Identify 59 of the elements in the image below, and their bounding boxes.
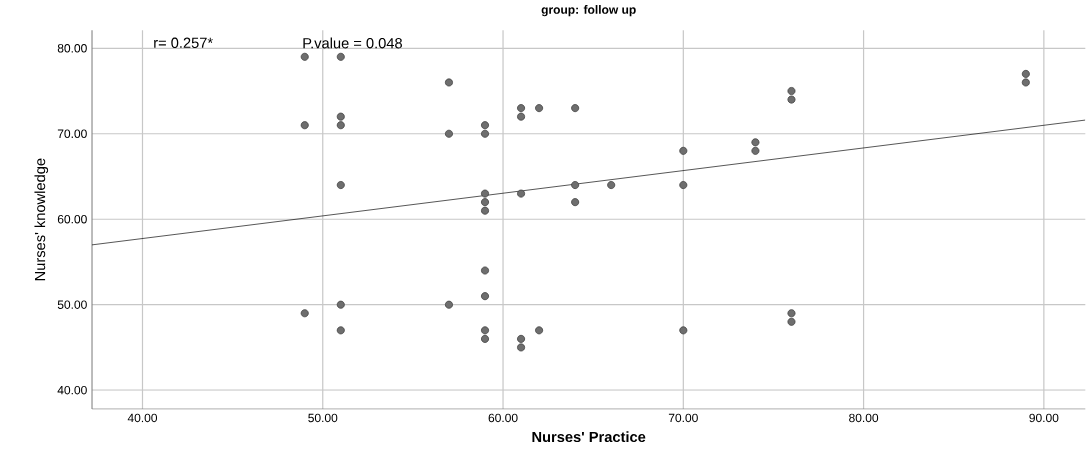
x-tick-label: 40.00 <box>127 413 158 423</box>
y-tick-label: 40.00 <box>57 385 87 395</box>
point <box>336 181 345 190</box>
point <box>300 121 309 130</box>
x-tick-label: 90.00 <box>1029 413 1059 423</box>
point <box>336 52 345 61</box>
y-tick-label: 60.00 <box>57 214 87 224</box>
point <box>517 112 526 121</box>
point <box>1021 69 1030 78</box>
point <box>571 181 580 190</box>
point <box>481 189 490 198</box>
annotation: P.value = 0.048 <box>303 37 402 49</box>
point <box>679 146 688 155</box>
point <box>751 146 760 155</box>
point <box>481 198 490 207</box>
point <box>751 138 760 147</box>
point <box>481 292 490 301</box>
point <box>444 78 453 87</box>
point <box>787 95 796 104</box>
point <box>535 104 544 113</box>
point <box>535 326 544 335</box>
point <box>1021 78 1030 87</box>
point <box>787 87 796 96</box>
point <box>300 309 309 318</box>
point <box>481 326 490 335</box>
point <box>481 206 490 215</box>
x-tick-label: 60.00 <box>488 413 518 423</box>
y-axis-title: Nurses' knowledge <box>34 158 49 281</box>
point <box>679 181 688 190</box>
point <box>607 181 616 190</box>
x-tick-label: 50.00 <box>308 413 338 423</box>
point <box>300 52 309 61</box>
x-tick-label: 80.00 <box>849 413 879 423</box>
point <box>336 112 345 121</box>
x-tick-label: 70.00 <box>668 413 698 423</box>
point <box>517 343 526 352</box>
point <box>481 129 490 138</box>
annotation: r= 0.257* <box>154 37 213 48</box>
y-tick-label: 50.00 <box>57 300 87 309</box>
point <box>444 300 453 309</box>
y-tick-label: 70.00 <box>57 129 87 139</box>
y-tick-label: 80.00 <box>57 44 87 53</box>
point <box>444 129 453 138</box>
point <box>481 334 490 343</box>
point <box>571 104 580 113</box>
x-axis-title: Nurses' Practice <box>532 431 646 443</box>
point <box>787 309 796 318</box>
point <box>517 334 526 343</box>
point <box>517 189 526 198</box>
point <box>336 121 345 130</box>
point <box>517 104 526 113</box>
point <box>336 300 345 309</box>
point <box>481 266 490 275</box>
point <box>481 121 490 130</box>
point <box>679 326 688 335</box>
chart-title: group: follow up <box>541 5 636 17</box>
point <box>336 326 345 335</box>
point <box>787 317 796 326</box>
point <box>571 198 580 207</box>
